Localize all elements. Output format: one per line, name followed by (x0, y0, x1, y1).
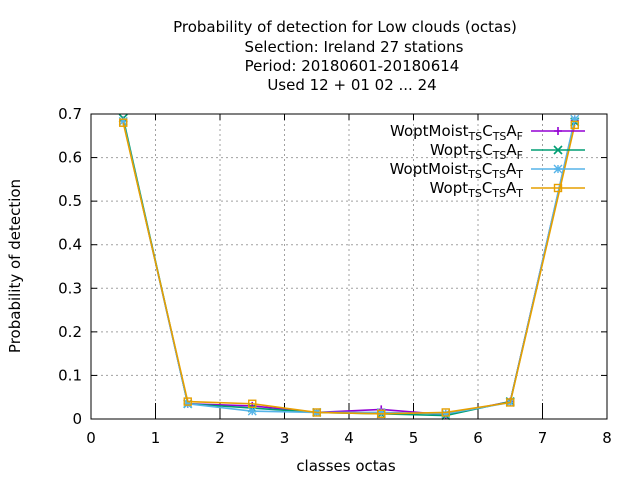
data-point (570, 120, 579, 130)
x-tick-label: 6 (473, 429, 483, 447)
x-tick-label: 8 (602, 429, 612, 447)
data-point (570, 114, 580, 124)
title-line-4: Used 12 + 01 02 ... 24 (267, 76, 436, 94)
series-4 (119, 118, 579, 418)
legend: WoptMoistTSCTSAFWoptTSCTSAFWoptMoistTSCT… (390, 122, 585, 200)
data-point (506, 398, 515, 407)
legend-label: WoptMoistTSCTSAT (390, 160, 524, 181)
legend-label: WoptTSCTSAT (430, 179, 524, 200)
x-tick-label: 4 (344, 429, 354, 447)
y-tick-label: 0.2 (58, 323, 82, 341)
y-tick-label: 0.1 (58, 366, 82, 384)
legend-entry-2: WoptTSCTSAF (430, 141, 585, 162)
data-point (377, 409, 386, 418)
y-axis-label: Probability of detection (6, 179, 24, 353)
data-point (247, 406, 257, 416)
grid (91, 114, 607, 419)
title-line-2: Selection: Ireland 27 stations (245, 38, 464, 56)
x-axis-label: classes octas (296, 457, 396, 475)
legend-entry-3: WoptMoistTSCTSAT (390, 160, 585, 181)
legend-marker (553, 164, 563, 174)
y-tick-label: 0 (72, 410, 82, 428)
y-tick-labels: 0 0.1 0.2 0.3 0.4 0.5 0.6 0.7 (58, 105, 82, 428)
series-line (122, 122, 576, 415)
title-line-1: Probability of detection for Low clouds … (173, 18, 517, 36)
legend-marker (554, 127, 562, 135)
x-tick-label: 1 (151, 429, 161, 447)
series-layer (118, 113, 580, 421)
plot-frame (90, 113, 608, 420)
title-line-3: Period: 20180601-20180614 (245, 57, 460, 75)
y-tick-label: 0.3 (58, 279, 82, 297)
x-tick-label: 2 (215, 429, 225, 447)
chart-title: Probability of detection for Low clouds … (173, 18, 517, 94)
legend-entry-1: WoptMoistTSCTSAF (390, 122, 585, 143)
legend-entry-4: WoptTSCTSAT (430, 179, 585, 200)
data-point (312, 408, 321, 417)
data-point (183, 397, 192, 406)
x-tick-labels: 0 1 2 3 4 5 6 7 8 (86, 429, 612, 447)
data-point (441, 409, 451, 419)
data-point (183, 399, 193, 409)
legend-marker (553, 145, 563, 155)
data-point (248, 399, 257, 408)
data-point (118, 116, 128, 126)
legend-marker (553, 183, 563, 193)
y-tick-label: 0.6 (58, 149, 82, 167)
y-tick-label: 0.4 (58, 236, 82, 254)
data-point (119, 118, 128, 127)
y-tick-label: 0.5 (58, 192, 82, 210)
x-tick-label: 3 (280, 429, 290, 447)
x-tick-label: 0 (86, 429, 96, 447)
y-tick-label: 0.7 (58, 105, 82, 123)
x-tick-label: 5 (409, 429, 419, 447)
data-point (376, 407, 386, 417)
legend-label: WoptTSCTSAF (430, 141, 523, 162)
x-tick-label: 7 (538, 429, 548, 447)
data-point (441, 408, 450, 417)
legend-label: WoptMoistTSCTSAF (390, 122, 523, 143)
